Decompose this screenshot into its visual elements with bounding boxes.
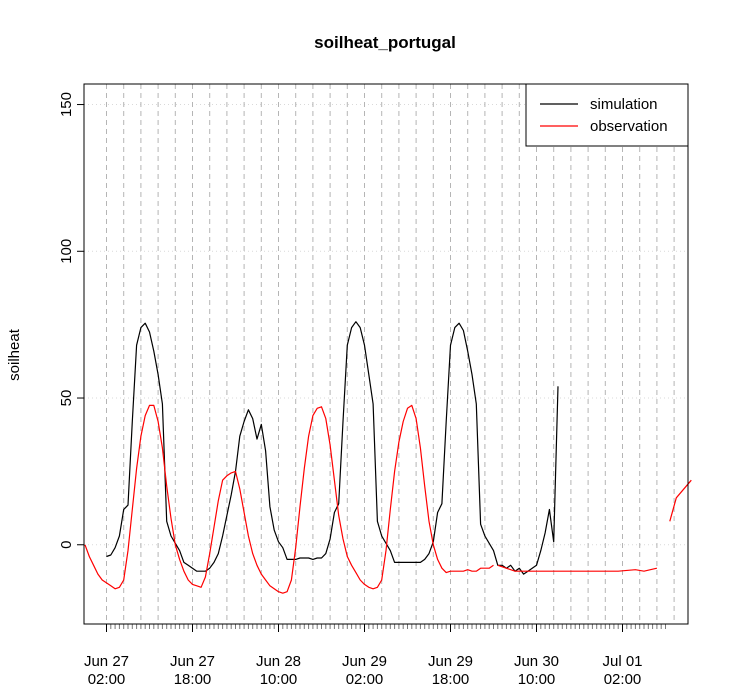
series-layer xyxy=(84,321,692,594)
x-tick-label-date: Jun 30 xyxy=(514,653,559,670)
x-tick-label-time: 18:00 xyxy=(432,671,470,688)
observation-line xyxy=(669,479,692,522)
x-tick-label-date: Jul 01 xyxy=(602,653,642,670)
legend-box xyxy=(525,83,689,147)
x-tick-label-date: Jun 29 xyxy=(342,653,387,670)
observation-line xyxy=(497,564,658,572)
y-tick-label: 100 xyxy=(58,239,75,264)
x-tick-label-date: Jun 28 xyxy=(256,653,301,670)
x-tick-label-time: 10:00 xyxy=(260,671,298,688)
x-tick-label-date: Jun 29 xyxy=(428,653,473,670)
y-axis-label: soilheat xyxy=(6,328,23,381)
x-tick-label-time: 02:00 xyxy=(346,671,384,688)
chart-title: soilheat_portugal xyxy=(314,33,456,52)
x-tick-label-time: 10:00 xyxy=(518,671,556,688)
y-tick-label: 0 xyxy=(58,541,75,549)
legend: simulation observation xyxy=(525,83,689,147)
x-tick-label-time: 02:00 xyxy=(604,671,642,688)
y-tick-label: 50 xyxy=(58,390,75,407)
x-tick-label-date: Jun 27 xyxy=(170,653,215,670)
x-tick-label-date: Jun 27 xyxy=(84,653,129,670)
simulation-line xyxy=(106,321,559,575)
legend-simulation-label: simulation xyxy=(590,96,658,113)
legend-observation-label: observation xyxy=(590,118,668,135)
x-tick-label-time: 02:00 xyxy=(88,671,126,688)
y-tick-label: 150 xyxy=(58,92,75,117)
plot-frame xyxy=(83,83,689,625)
x-tick-label-time: 18:00 xyxy=(174,671,212,688)
observation-line xyxy=(84,404,494,594)
